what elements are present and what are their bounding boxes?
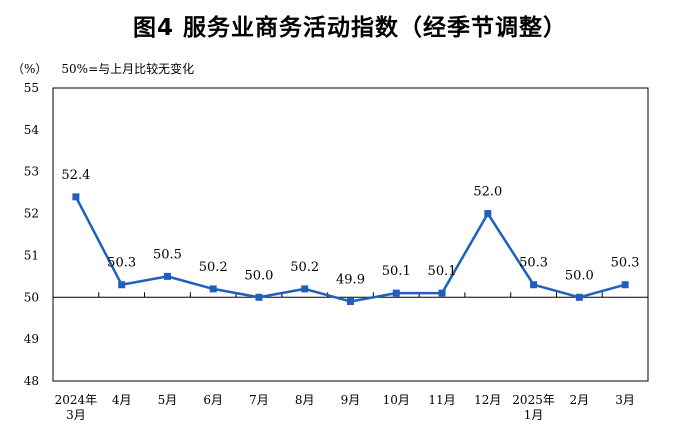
data-series: [72, 193, 629, 305]
x-tick-label: 5月: [158, 393, 178, 407]
data-point-marker: [347, 297, 354, 305]
data-label: 50.3: [519, 256, 548, 271]
data-point-marker: [209, 285, 217, 293]
y-tick-label: 49: [24, 332, 39, 346]
data-point-marker: [484, 210, 492, 218]
data-label: 50.0: [565, 268, 594, 283]
data-label: 50.1: [428, 264, 457, 279]
x-tick-label: 1月: [524, 408, 544, 422]
data-label: 50.0: [244, 268, 273, 283]
data-point-marker: [438, 289, 446, 297]
data-label: 52.0: [473, 185, 502, 200]
data-point-marker: [163, 272, 171, 280]
data-label: 49.9: [336, 272, 365, 287]
plot-frame-group: [52, 87, 649, 382]
x-tick-label: 8月: [295, 393, 315, 407]
y-tick-label: 48: [24, 374, 39, 388]
x-tick-label: 2024年: [55, 393, 98, 407]
y-tick-label: 52: [24, 207, 39, 221]
x-tick-label: 3月: [615, 393, 635, 407]
data-point-marker: [118, 281, 126, 289]
data-labels: 52.4 50.3 50.5 50.2 50.0 50.2 49.9 50.1 50.1 52.0…: [61, 168, 639, 288]
baseline-note: 50%=与上月比较无变化: [61, 62, 195, 76]
x-tick-label: 6月: [203, 393, 223, 407]
data-label: 52.4: [61, 168, 90, 183]
data-point-marker: [530, 281, 538, 289]
x-tick-label: 12月: [474, 393, 501, 407]
data-point-marker: [575, 293, 583, 301]
x-tick-label: 10月: [383, 393, 410, 407]
y-tick-label: 50: [24, 290, 39, 304]
x-tick-label: 3月: [66, 408, 86, 422]
plot-frame: [52, 87, 649, 382]
unit-label: （%）: [12, 62, 48, 76]
data-label: 50.2: [199, 260, 228, 275]
data-label: 50.2: [290, 260, 319, 275]
y-tick-label: 51: [24, 248, 39, 262]
y-tick-label: 54: [24, 123, 40, 137]
x-tick-label: 9月: [341, 393, 361, 407]
data-label: 50.1: [382, 264, 411, 279]
x-tick-label: 2月: [570, 393, 590, 407]
y-tick-label: 55: [24, 81, 39, 95]
data-point-marker: [621, 281, 629, 289]
data-point-marker: [392, 289, 400, 297]
x-tick-label: 4月: [112, 393, 132, 407]
x-tick-label: 11月: [428, 393, 455, 407]
x-tick-label: 7月: [249, 393, 269, 407]
data-label: 50.3: [611, 256, 640, 271]
chart-note: （%） 50%=与上月比较无变化: [12, 60, 194, 77]
data-label: 50.3: [107, 256, 136, 271]
data-label: 50.5: [153, 247, 182, 262]
data-point-marker: [255, 293, 263, 301]
y-tick-label: 53: [24, 165, 39, 179]
data-point-marker: [72, 193, 80, 201]
y-axis-ticks: 48 49 50 51 52 53 54 55: [24, 81, 40, 388]
chart-title: 图4 服务业商务活动指数（经季节调整）: [132, 15, 567, 41]
x-tick-label: 2025年: [512, 393, 555, 407]
data-point-marker: [301, 285, 309, 293]
